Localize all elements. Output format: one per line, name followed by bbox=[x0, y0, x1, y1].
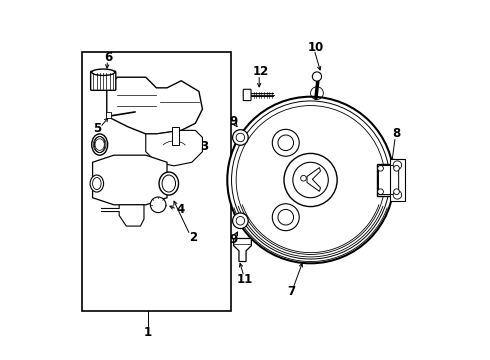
Circle shape bbox=[233, 213, 248, 229]
Text: 2: 2 bbox=[190, 231, 197, 244]
Text: 11: 11 bbox=[237, 273, 253, 286]
Text: 3: 3 bbox=[200, 140, 208, 153]
Circle shape bbox=[378, 189, 383, 194]
Ellipse shape bbox=[90, 175, 103, 192]
Circle shape bbox=[278, 135, 294, 150]
Circle shape bbox=[312, 72, 321, 81]
Circle shape bbox=[272, 129, 299, 156]
Circle shape bbox=[227, 97, 394, 263]
Text: 9: 9 bbox=[229, 233, 238, 246]
Bar bbox=[377, 164, 400, 196]
FancyBboxPatch shape bbox=[91, 71, 116, 90]
Circle shape bbox=[301, 175, 306, 181]
Text: 12: 12 bbox=[253, 66, 269, 78]
Bar bbox=[82, 53, 231, 311]
Circle shape bbox=[378, 166, 383, 171]
Ellipse shape bbox=[92, 69, 115, 76]
Ellipse shape bbox=[95, 136, 105, 153]
Circle shape bbox=[233, 130, 248, 145]
Text: 7: 7 bbox=[287, 285, 295, 298]
Polygon shape bbox=[119, 205, 144, 226]
Text: 8: 8 bbox=[392, 127, 401, 140]
Ellipse shape bbox=[92, 134, 108, 155]
Text: 1: 1 bbox=[144, 326, 151, 339]
Circle shape bbox=[236, 133, 245, 142]
Text: 5: 5 bbox=[93, 122, 101, 135]
Text: 4: 4 bbox=[176, 203, 185, 216]
Text: 10: 10 bbox=[308, 41, 324, 54]
Circle shape bbox=[284, 153, 337, 207]
Bar bbox=[106, 112, 111, 118]
Text: 9: 9 bbox=[229, 115, 238, 128]
Polygon shape bbox=[234, 238, 251, 261]
Polygon shape bbox=[93, 155, 167, 205]
Circle shape bbox=[393, 161, 402, 169]
Circle shape bbox=[393, 189, 399, 194]
Text: 6: 6 bbox=[104, 51, 113, 64]
Ellipse shape bbox=[162, 175, 175, 192]
Circle shape bbox=[236, 216, 245, 225]
Circle shape bbox=[272, 204, 299, 231]
Ellipse shape bbox=[159, 172, 178, 195]
FancyBboxPatch shape bbox=[243, 89, 251, 100]
Ellipse shape bbox=[93, 177, 101, 190]
Polygon shape bbox=[107, 77, 202, 134]
Circle shape bbox=[278, 210, 294, 225]
Circle shape bbox=[393, 191, 402, 199]
Polygon shape bbox=[307, 168, 320, 192]
Polygon shape bbox=[172, 127, 179, 145]
Circle shape bbox=[393, 166, 399, 171]
Circle shape bbox=[150, 197, 166, 213]
Polygon shape bbox=[391, 159, 405, 201]
Circle shape bbox=[293, 162, 328, 198]
Polygon shape bbox=[146, 130, 202, 166]
